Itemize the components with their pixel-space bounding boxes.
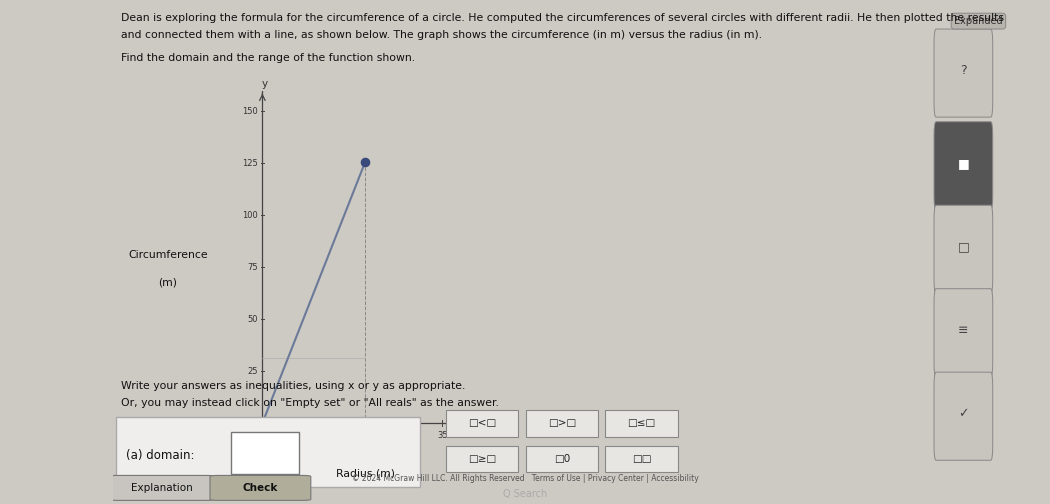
Text: (m): (m) (159, 278, 177, 288)
Text: (a) domain:: (a) domain: (126, 450, 194, 463)
Point (254, 419, 271, 427)
Text: □≥□: □≥□ (468, 454, 497, 464)
FancyBboxPatch shape (605, 410, 677, 437)
Text: ?: ? (960, 65, 967, 77)
Text: Dean is exploring the formula for the circumference of a circle. He computed the: Dean is exploring the formula for the ci… (121, 13, 1004, 23)
Point (357, 158, 374, 166)
Text: 20: 20 (360, 431, 371, 440)
Text: y: y (261, 79, 268, 89)
FancyBboxPatch shape (446, 446, 519, 472)
Text: Explanation: Explanation (131, 483, 192, 492)
Text: 150: 150 (243, 107, 258, 116)
Text: and connected them with a line, as shown below. The graph shows the circumferenc: and connected them with a line, as shown… (121, 30, 762, 40)
Text: 5: 5 (286, 431, 291, 440)
Text: 25: 25 (385, 431, 396, 440)
FancyBboxPatch shape (934, 29, 992, 117)
Text: □□: □□ (632, 454, 651, 464)
FancyBboxPatch shape (109, 475, 214, 500)
Text: ≡: ≡ (958, 324, 968, 337)
Text: 35: 35 (437, 431, 447, 440)
FancyBboxPatch shape (934, 289, 992, 377)
Text: □: □ (958, 240, 969, 254)
FancyBboxPatch shape (934, 122, 992, 210)
Text: □>□: □>□ (548, 418, 575, 428)
Text: □0: □0 (553, 454, 570, 464)
Text: Or, you may instead click on "Empty set" or "All reals" as the answer.: Or, you may instead click on "Empty set"… (121, 398, 499, 408)
FancyBboxPatch shape (525, 410, 597, 437)
Text: 50: 50 (248, 314, 258, 324)
Text: 100: 100 (243, 211, 258, 220)
Text: Write your answers as inequalities, using x or y as appropriate.: Write your answers as inequalities, usin… (121, 381, 465, 391)
Text: Find the domain and the range of the function shown.: Find the domain and the range of the fun… (121, 53, 415, 63)
Text: Radius (m): Radius (m) (336, 469, 396, 479)
Text: 25: 25 (248, 366, 258, 375)
Text: 75: 75 (248, 263, 258, 272)
Text: ■: ■ (958, 157, 969, 170)
FancyBboxPatch shape (210, 475, 311, 500)
Text: □≤□: □≤□ (627, 418, 655, 428)
Text: x: x (501, 418, 507, 428)
Text: 15: 15 (334, 431, 344, 440)
Text: Circumference: Circumference (128, 250, 208, 260)
FancyBboxPatch shape (525, 446, 597, 472)
Text: 40: 40 (463, 431, 474, 440)
FancyBboxPatch shape (934, 205, 992, 293)
Text: ✓: ✓ (958, 407, 968, 420)
Text: Check: Check (243, 483, 278, 492)
Text: 10: 10 (309, 431, 319, 440)
Text: © 2024 McGraw Hill LLC. All Rights Reserved   Terms of Use | Privacy Center | Ac: © 2024 McGraw Hill LLC. All Rights Reser… (352, 474, 698, 483)
Text: Expanded: Expanded (954, 16, 1003, 26)
FancyBboxPatch shape (605, 446, 677, 472)
Text: 125: 125 (243, 159, 258, 168)
Text: Q Search: Q Search (503, 489, 547, 499)
FancyBboxPatch shape (117, 417, 420, 487)
FancyBboxPatch shape (446, 410, 519, 437)
Text: 30: 30 (412, 431, 422, 440)
Text: □<□: □<□ (468, 418, 497, 428)
FancyBboxPatch shape (934, 372, 992, 460)
FancyBboxPatch shape (231, 432, 299, 474)
